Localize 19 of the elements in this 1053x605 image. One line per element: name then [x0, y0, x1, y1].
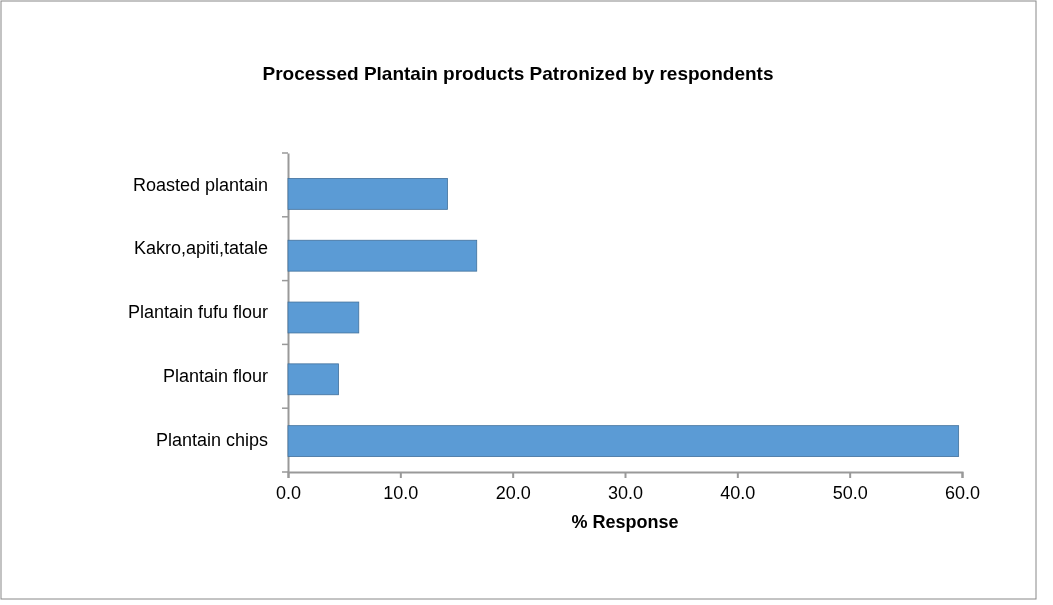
chart-title: Processed Plantain products Patronized by respondents: [262, 63, 774, 84]
bar: [287, 239, 478, 272]
y-tick-label: Plantain fufu flour: [127, 302, 268, 323]
y-tick-label: Roasted plantain: [132, 174, 268, 195]
bar: [287, 178, 448, 210]
x-tick-label: 40.0: [720, 483, 756, 503]
x-tick-label: 50.0: [832, 483, 868, 503]
x-tick-label: 10.0: [383, 483, 419, 503]
bar: [287, 363, 339, 396]
x-tick-label: 20.0: [495, 483, 531, 503]
x-tick-label: 60.0: [944, 483, 981, 503]
x-tick-label: 0.0: [275, 483, 302, 503]
y-tick-label: Kakro,apiti,tatale: [133, 238, 268, 259]
x-tick-label: 30.0: [607, 483, 644, 503]
bar: [287, 301, 360, 334]
bar: [287, 425, 960, 457]
y-tick-label: Plantain flour: [162, 366, 268, 387]
x-axis-title: % Response: [571, 512, 679, 532]
y-tick-label: Plantain chips: [155, 429, 268, 450]
